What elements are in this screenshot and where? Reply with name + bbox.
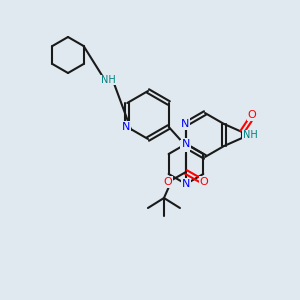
Text: N: N <box>122 122 130 132</box>
Text: NH: NH <box>100 75 116 85</box>
Text: N: N <box>181 141 189 151</box>
Text: N: N <box>182 179 190 189</box>
Text: O: O <box>164 177 172 187</box>
Text: O: O <box>200 177 208 187</box>
Text: N: N <box>181 119 189 129</box>
Text: O: O <box>248 110 256 120</box>
Text: NH: NH <box>243 130 257 140</box>
Text: N: N <box>182 139 190 149</box>
